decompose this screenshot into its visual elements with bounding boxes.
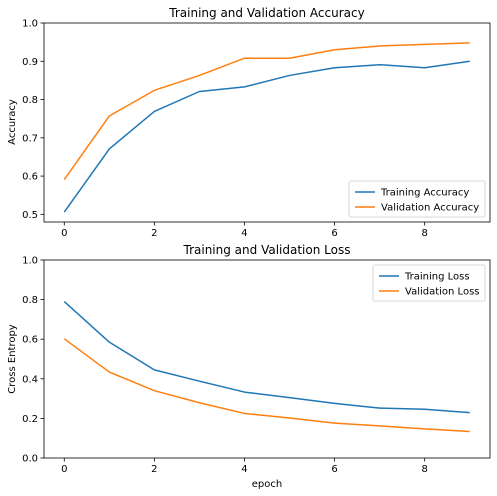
loss-subplot: Training and Validation Loss Cross Entro… bbox=[7, 243, 491, 490]
accuracy-y-tick-label: 0.7 bbox=[22, 133, 38, 144]
loss-y-axis-label: Cross Entropy bbox=[7, 324, 18, 394]
accuracy-plot-frame bbox=[43, 22, 491, 223]
loss-y-tick-label: 0.6 bbox=[22, 335, 38, 346]
loss-x-tick-label: 6 bbox=[331, 464, 337, 475]
accuracy-legend: Training Accuracy Validation Accuracy bbox=[348, 180, 486, 218]
loss-chart-title: Training and Validation Loss bbox=[183, 243, 351, 257]
accuracy-series-line-training bbox=[63, 60, 470, 213]
accuracy-subplot: Training and Validation Accuracy Accurac… bbox=[7, 6, 491, 240]
accuracy-x-tick-label: 8 bbox=[421, 228, 427, 239]
loss-x-tick-label: 4 bbox=[241, 464, 247, 475]
loss-x-tick-label: 2 bbox=[151, 464, 157, 475]
loss-x-axis-label: epoch bbox=[252, 479, 282, 490]
loss-legend: Training Loss Validation Loss bbox=[372, 264, 486, 302]
accuracy-lines bbox=[63, 42, 470, 213]
loss-plot-frame bbox=[43, 259, 491, 459]
loss-y-tick-label: 0.2 bbox=[22, 414, 38, 425]
accuracy-x-tick-label: 6 bbox=[331, 228, 337, 239]
loss-legend-box bbox=[372, 264, 486, 302]
loss-legend-label: Training Loss bbox=[404, 272, 470, 283]
loss-y-tick-label: 0.4 bbox=[22, 374, 38, 385]
loss-x-tick-label: 8 bbox=[421, 464, 427, 475]
accuracy-legend-box bbox=[348, 180, 486, 218]
accuracy-ticks: 0 2 4 6 8 0.5 0.6 0.7 0.8 0.9 1.0 bbox=[22, 19, 428, 240]
accuracy-x-tick-label: 0 bbox=[61, 228, 67, 239]
accuracy-y-tick-label: 0.8 bbox=[22, 95, 38, 106]
accuracy-y-tick-label: 0.5 bbox=[22, 210, 38, 221]
loss-ticks: 0 2 4 6 8 0.0 0.2 0.4 0.6 0.8 1.0 bbox=[22, 256, 428, 476]
accuracy-legend-label: Training Accuracy bbox=[380, 188, 469, 199]
loss-lines bbox=[63, 301, 470, 433]
loss-y-tick-label: 1.0 bbox=[22, 256, 38, 267]
accuracy-chart-title: Training and Validation Accuracy bbox=[168, 6, 364, 20]
loss-y-tick-label: 0.8 bbox=[22, 295, 38, 306]
accuracy-x-tick-label: 4 bbox=[241, 228, 247, 239]
loss-x-tick-label: 0 bbox=[61, 464, 67, 475]
accuracy-legend-label: Validation Accuracy bbox=[381, 203, 479, 214]
accuracy-y-tick-label: 1.0 bbox=[22, 19, 38, 30]
loss-y-tick-label: 0.0 bbox=[22, 454, 38, 465]
accuracy-series-line-validation bbox=[63, 42, 470, 180]
accuracy-y-tick-label: 0.9 bbox=[22, 57, 38, 68]
accuracy-x-tick-label: 2 bbox=[151, 228, 157, 239]
accuracy-y-tick-label: 0.6 bbox=[22, 172, 38, 183]
accuracy-y-axis-label: Accuracy bbox=[7, 99, 18, 145]
loss-legend-label: Validation Loss bbox=[405, 287, 480, 298]
loss-series-line-training bbox=[63, 301, 470, 414]
loss-series-line-validation bbox=[63, 338, 470, 433]
